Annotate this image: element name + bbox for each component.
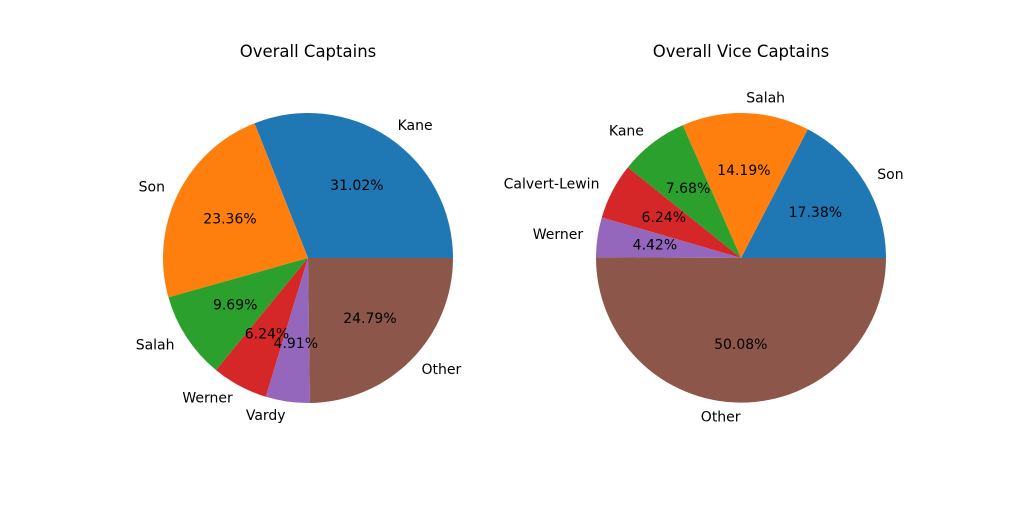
pie-slice-kane — [627, 125, 741, 258]
pie-slice-calvert-lewin — [601, 167, 741, 258]
pie-slice-other — [595, 257, 886, 403]
slice-label-son: Son — [877, 167, 903, 183]
pie-slice-werner — [216, 258, 308, 397]
slice-label-salah: Salah — [136, 337, 175, 353]
pie-slice-vardy — [265, 258, 310, 404]
pie-slice-son — [741, 129, 886, 258]
chart-title: Overall Captains — [240, 42, 377, 61]
pie-slice-werner — [596, 217, 741, 258]
slice-label-kane: Kane — [398, 118, 433, 134]
pie-chart-overall-captains: Overall Captains Kane 31.02% Son 23.36% Sala… — [136, 42, 462, 424]
slice-percent-label-werner: 4.42% — [633, 238, 677, 254]
pie-slice-salah — [168, 258, 308, 371]
slice-label-other: Other — [422, 362, 462, 378]
pie-slice-kane — [254, 113, 453, 258]
slice-percent-label-salah: 14.19% — [717, 163, 770, 179]
slice-label-other: Other — [701, 410, 741, 426]
slice-percent-label-other: 24.79% — [343, 311, 396, 327]
slice-label-calvert-lewin: Calvert-Lewin — [504, 176, 600, 192]
slice-label-werner: Werner — [533, 227, 584, 243]
slice-percent-label-vardy: 4.91% — [274, 336, 318, 352]
slice-label-vardy: Vardy — [246, 408, 286, 424]
slice-percent-label-son: 17.38% — [789, 205, 842, 221]
slice-label-kane: Kane — [609, 123, 644, 139]
slice-percent-label-other: 50.08% — [714, 337, 767, 353]
pie-chart-overall-vice-captains: Overall Vice Captains Son 17.38% Salah 14.1… — [504, 42, 904, 426]
slice-percent-label-kane: 31.02% — [330, 178, 383, 194]
pie-slice-son — [162, 123, 308, 298]
chart-title: Overall Vice Captains — [653, 42, 830, 61]
slice-percent-label-son: 23.36% — [203, 211, 256, 227]
pie-slice-other — [308, 258, 453, 403]
slice-label-salah: Salah — [746, 91, 785, 107]
slice-percent-label-salah: 9.69% — [213, 298, 257, 314]
slice-percent-label-werner: 6.24% — [245, 327, 289, 343]
slice-percent-label-kane: 7.68% — [666, 181, 710, 197]
slice-label-son: Son — [139, 179, 165, 195]
slice-label-werner: Werner — [182, 391, 233, 407]
pie-slice-salah — [682, 112, 808, 258]
slice-percent-label-calvert-lewin: 6.24% — [642, 210, 686, 226]
